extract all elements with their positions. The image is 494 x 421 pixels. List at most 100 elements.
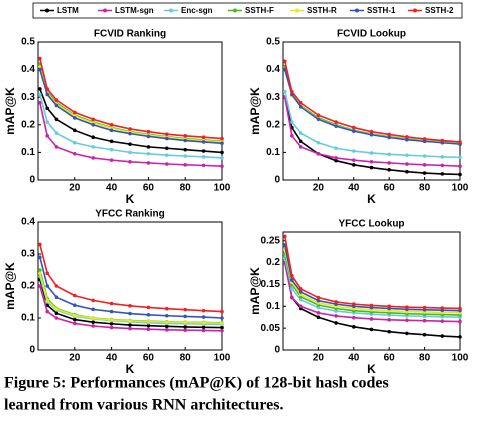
point [165, 320, 169, 324]
point [334, 321, 338, 325]
point [183, 325, 187, 329]
series-line [39, 66, 223, 143]
point [165, 132, 169, 136]
point [128, 127, 132, 131]
caption-line: learned from various RNN architectures. [4, 397, 284, 414]
point [73, 303, 77, 308]
point [73, 151, 77, 156]
point [128, 150, 132, 155]
legend-label: LSTM-sgn [115, 6, 154, 15]
point [128, 304, 132, 308]
legend-marker [295, 8, 299, 13]
point [38, 242, 42, 247]
point [334, 146, 338, 151]
point [290, 120, 294, 124]
point [128, 131, 132, 136]
point [38, 56, 42, 61]
point [201, 140, 206, 144]
x-tick-label: 20 [69, 353, 81, 364]
point [201, 315, 206, 319]
point [109, 158, 114, 162]
legend-marker [45, 8, 49, 13]
x-tick-label: 40 [106, 353, 118, 364]
point [109, 301, 114, 306]
point [422, 163, 427, 167]
point [369, 151, 374, 155]
point [298, 131, 303, 135]
point [282, 234, 287, 239]
x-tick-label: 20 [313, 183, 325, 194]
point [369, 327, 374, 332]
point [45, 120, 49, 124]
point [316, 298, 321, 303]
point [73, 128, 77, 133]
point [369, 165, 374, 170]
point [422, 305, 427, 310]
point [183, 147, 187, 152]
point [290, 134, 294, 138]
y-axis-label: mAP@K [3, 87, 17, 135]
point [290, 287, 294, 291]
y-tick-label: 0.5 [21, 37, 35, 48]
point [220, 136, 224, 141]
point [109, 128, 114, 133]
point [369, 317, 374, 321]
point [128, 142, 132, 146]
series-line [39, 102, 223, 167]
point [201, 149, 206, 153]
point [387, 329, 392, 334]
plot-area [282, 231, 461, 351]
point [45, 106, 49, 111]
y-tick-label: 0.2 [266, 257, 280, 268]
point [290, 278, 294, 282]
point [91, 117, 95, 122]
point [146, 145, 151, 149]
point [282, 89, 287, 94]
point [334, 309, 338, 313]
point [73, 313, 77, 318]
y-tick-label: 0.4 [266, 64, 280, 75]
y-tick-label: 0.25 [261, 235, 281, 246]
point [45, 134, 49, 138]
point [220, 321, 224, 325]
point [220, 309, 224, 314]
point [298, 100, 303, 105]
legend-label: Enc-sgn [181, 6, 213, 15]
chart-title: FCVID Ranking [94, 29, 166, 40]
point [220, 141, 224, 146]
y-tick-label: 0 [29, 175, 35, 186]
legend-marker [103, 8, 107, 13]
x-tick-label: 100 [452, 183, 469, 194]
point [405, 331, 409, 336]
point [38, 65, 42, 69]
legend-marker [233, 8, 237, 13]
y-tick-label: 0.2 [21, 281, 35, 292]
point [422, 139, 427, 144]
point [183, 328, 187, 332]
point [352, 158, 356, 162]
point [73, 321, 77, 326]
point [458, 164, 462, 168]
point [201, 321, 206, 325]
point [440, 334, 445, 338]
x-tick-label: 60 [143, 353, 155, 364]
x-tick-label: 100 [214, 183, 231, 194]
point [146, 161, 151, 165]
point [146, 134, 151, 139]
x-tick-label: 20 [313, 353, 325, 364]
point [109, 321, 114, 326]
point [405, 135, 409, 139]
x-tick-label: 80 [419, 183, 431, 194]
y-tick-label: 0.3 [21, 249, 35, 260]
point [220, 329, 224, 333]
x-tick-label: 40 [106, 183, 118, 194]
point [109, 147, 114, 152]
point [183, 134, 187, 138]
point [38, 255, 42, 259]
series-line [39, 88, 223, 154]
legend-label: SSTH-1 [367, 6, 396, 15]
point [422, 154, 427, 158]
point [422, 171, 427, 175]
point [45, 309, 49, 314]
point [183, 138, 187, 143]
